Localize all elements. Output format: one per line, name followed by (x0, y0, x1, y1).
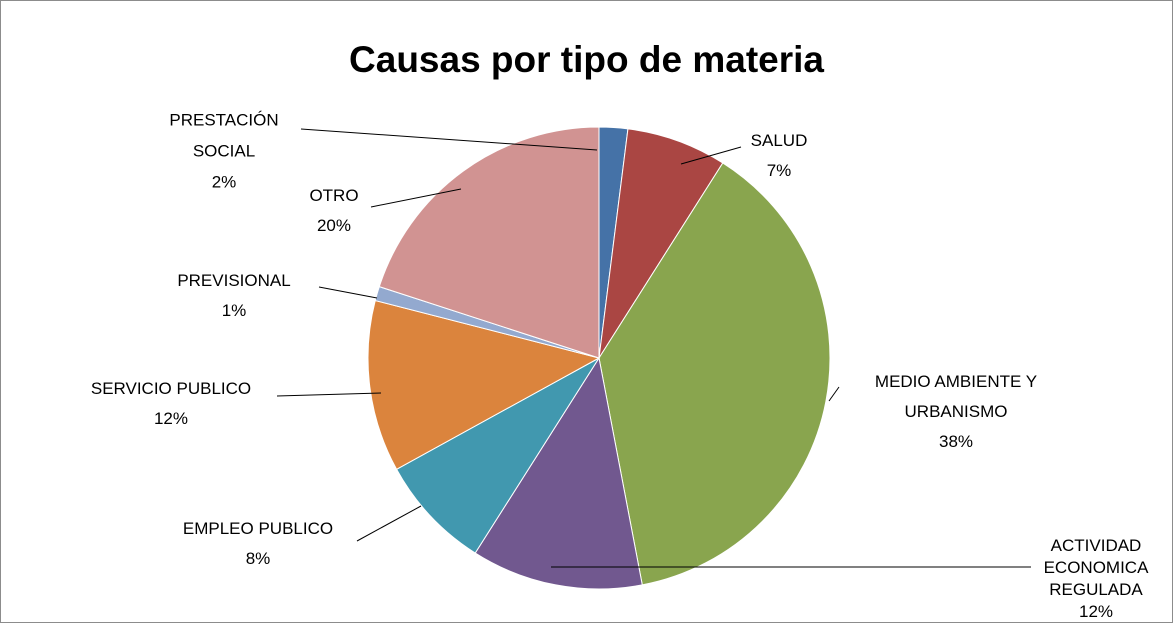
leader-line (318, 286, 378, 299)
value-label: 1% (221, 301, 247, 320)
value-label: 12% (1078, 602, 1114, 621)
value-label: 8% (245, 549, 271, 568)
category-label: EMPLEO PUBLICO (182, 519, 334, 538)
value-label: 38% (938, 432, 974, 451)
value-label: 7% (766, 161, 792, 180)
data-label: EMPLEO PUBLICO 8% (183, 514, 333, 574)
pie-slice (395, 357, 600, 554)
category-label: SERVICIO PUBLICO (90, 379, 252, 398)
leader-line (276, 392, 382, 397)
value-label: 2% (211, 172, 237, 192)
category-label: OTRO (309, 186, 359, 205)
pie-slice (378, 126, 600, 359)
category-label: MEDIO AMBIENTE Y URBANISMO (874, 372, 1038, 421)
pie-slice (598, 128, 724, 359)
data-label: SALUD 7% (751, 126, 808, 186)
leader-line (356, 505, 422, 542)
data-label: MEDIO AMBIENTE Y URBANISMO 38% (874, 367, 1039, 457)
pie-slice (598, 162, 831, 586)
value-label: 12% (153, 409, 189, 428)
value-label: 20% (316, 216, 352, 235)
data-label: SERVICIO PUBLICO 12% (91, 374, 251, 434)
pie-slice (474, 356, 643, 590)
data-label: PREVISIONAL 1% (177, 266, 290, 326)
leader-line (300, 128, 598, 151)
chart-title: Causas por tipo de materia (349, 39, 824, 80)
category-label: PREVISIONAL (177, 271, 291, 290)
leader-line (828, 386, 840, 402)
data-label: PRESTACIÓN SOCIAL 2% (159, 105, 289, 198)
category-label: SALUD (750, 131, 808, 150)
data-label: ACTIVIDAD ECONOMICA REGULADA 12% (1035, 535, 1157, 622)
pie-slice (367, 299, 601, 470)
category-label: PRESTACIÓN SOCIAL (169, 110, 279, 161)
category-label: ACTIVIDAD ECONOMICA REGULADA (1043, 536, 1149, 599)
data-label: OTRO 20% (309, 181, 358, 241)
leader-line (370, 188, 462, 208)
leader-line (680, 146, 742, 165)
